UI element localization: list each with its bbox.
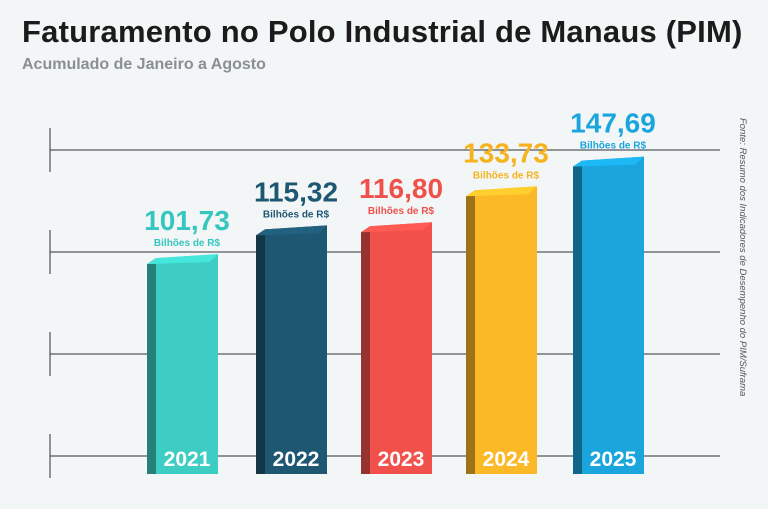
unit-label: Bilhões de R$ (154, 238, 221, 249)
category-label: 2021 (164, 448, 211, 471)
category-label: 2022 (273, 448, 320, 471)
bar-side (466, 190, 475, 474)
category-label: 2023 (378, 448, 425, 471)
data-label: 147,69 (570, 108, 656, 139)
bar-top (361, 222, 432, 233)
bar-side (147, 258, 156, 474)
unit-label: Bilhões de R$ (368, 206, 435, 217)
bar (475, 186, 537, 474)
data-label: 101,73 (144, 205, 230, 236)
bar (265, 225, 327, 474)
data-label: 133,73 (463, 137, 549, 168)
data-label: 116,80 (359, 173, 443, 204)
unit-label: Bilhões de R$ (580, 141, 647, 152)
bar-side (256, 229, 265, 474)
bar-top (573, 156, 644, 167)
bar-top (466, 186, 537, 197)
bar-side (573, 160, 582, 474)
bar (370, 222, 432, 474)
bar-side (361, 226, 370, 474)
bar (582, 156, 644, 474)
chart-title: Faturamento no Polo Industrial de Manaus… (22, 14, 743, 49)
unit-label: Bilhões de R$ (473, 170, 540, 181)
data-label: 115,32 (254, 176, 338, 207)
bar-top (256, 225, 327, 236)
bar-top (147, 254, 218, 265)
unit-label: Bilhões de R$ (263, 209, 330, 220)
bar (156, 254, 218, 474)
category-label: 2025 (590, 448, 637, 471)
chart-subtitle: Acumulado de Janeiro a Agosto (22, 56, 266, 73)
category-label: 2024 (483, 448, 530, 471)
